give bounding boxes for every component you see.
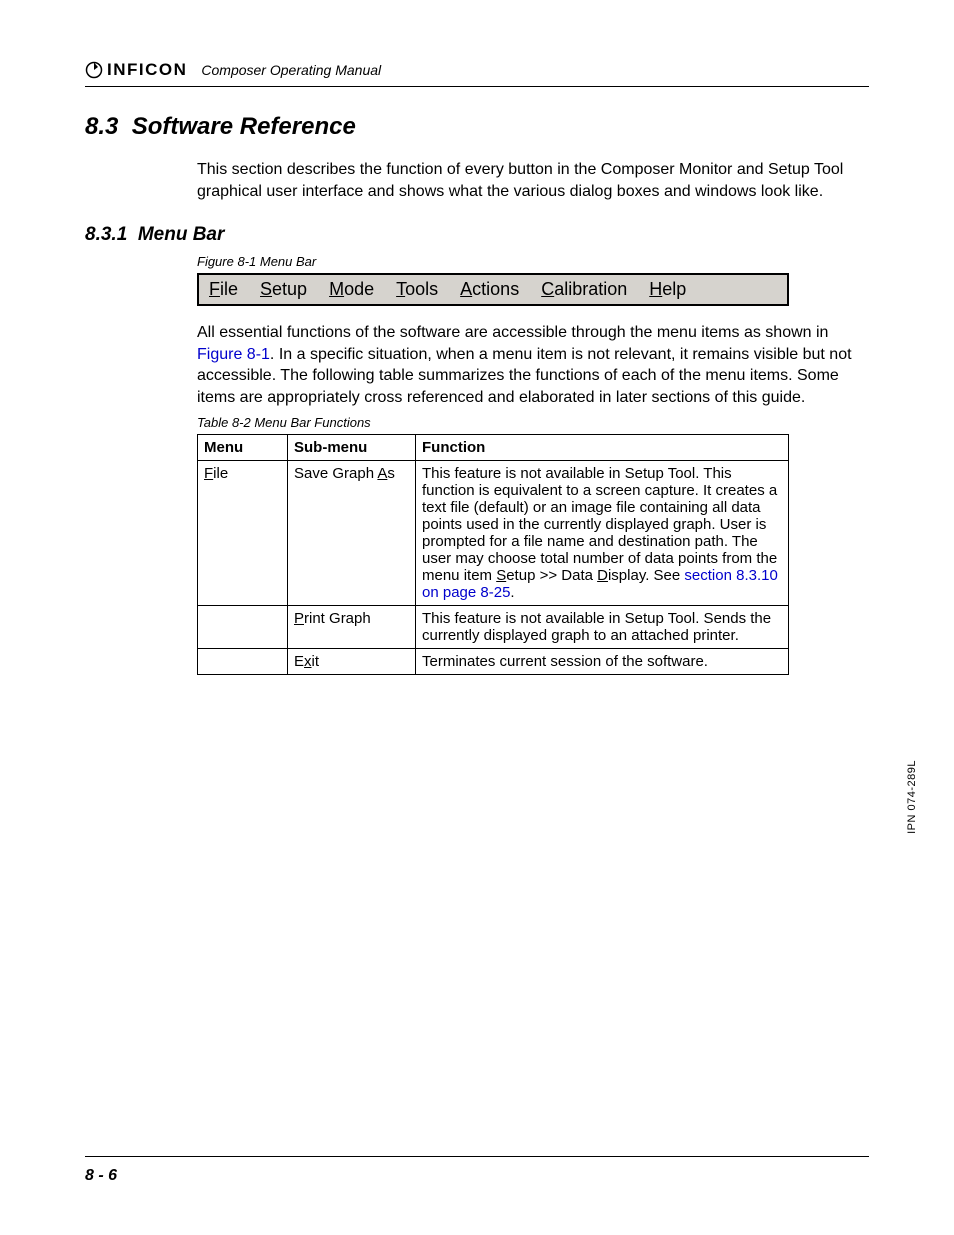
logo-icon	[85, 61, 103, 79]
func-text: isplay. See	[608, 567, 684, 584]
table-row: Exit Terminates current session of the s…	[198, 648, 789, 674]
footer-rule	[85, 1156, 869, 1157]
cell-menu	[198, 605, 288, 648]
doc-title: Composer Operating Manual	[201, 62, 381, 80]
subsection-heading: 8.3.1 Menu Bar	[85, 224, 869, 246]
section-intro: This section describes the function of e…	[197, 159, 869, 202]
table-row: File Save Graph As This feature is not a…	[198, 460, 789, 605]
cell-submenu: Print Graph	[288, 605, 416, 648]
cell-menu	[198, 648, 288, 674]
para2-b: . In a specific situation, when a menu i…	[197, 346, 852, 406]
table-header-row: Menu Sub-menu Function	[198, 434, 789, 460]
menu-calibration[interactable]: Calibration	[541, 279, 627, 300]
func-ul: D	[597, 567, 608, 584]
menu-functions-table: Menu Sub-menu Function File Save Graph A…	[197, 434, 789, 675]
func-text: etup >> Data	[506, 567, 597, 584]
col-function: Function	[416, 434, 789, 460]
figure-caption: Figure 8-1 Menu Bar	[197, 254, 869, 269]
cell-function: This feature is not available in Setup T…	[416, 605, 789, 648]
menubar-figure: File Setup Mode Tools Actions Calibratio…	[197, 273, 789, 306]
brand-text: INFICON	[107, 60, 187, 80]
menu-actions[interactable]: Actions	[460, 279, 519, 300]
para2-a: All essential functions of the software …	[197, 324, 828, 341]
func-ul: S	[496, 567, 506, 584]
cell-menu: File	[198, 460, 288, 605]
section-title: Software Reference	[132, 113, 356, 140]
page: INFICON Composer Operating Manual 8.3 So…	[0, 0, 954, 1235]
page-number: 8 - 6	[85, 1167, 117, 1185]
section-heading: 8.3 Software Reference	[85, 113, 869, 141]
subsection-num: 8.3.1	[85, 224, 127, 245]
menu-setup[interactable]: Setup	[260, 279, 307, 300]
page-header: INFICON Composer Operating Manual	[85, 60, 869, 87]
table-caption: Table 8-2 Menu Bar Functions	[197, 415, 869, 430]
menu-help[interactable]: Help	[649, 279, 686, 300]
menu-tools[interactable]: Tools	[396, 279, 438, 300]
table-row: Print Graph This feature is not availabl…	[198, 605, 789, 648]
subsection-title: Menu Bar	[138, 224, 225, 245]
cell-submenu: Exit	[288, 648, 416, 674]
section-num: 8.3	[85, 113, 118, 140]
cell-function: Terminates current session of the softwa…	[416, 648, 789, 674]
cell-submenu: Save Graph As	[288, 460, 416, 605]
menu-file[interactable]: File	[209, 279, 238, 300]
ipn-code: IPN 074-289L	[906, 760, 918, 834]
brand-logo: INFICON	[85, 60, 187, 80]
menu-mode[interactable]: Mode	[329, 279, 374, 300]
figure-xref[interactable]: Figure 8-1	[197, 346, 270, 363]
col-menu: Menu	[198, 434, 288, 460]
func-text: .	[510, 584, 514, 601]
col-submenu: Sub-menu	[288, 434, 416, 460]
menubar-description: All essential functions of the software …	[197, 322, 869, 408]
cell-function: This feature is not available in Setup T…	[416, 460, 789, 605]
